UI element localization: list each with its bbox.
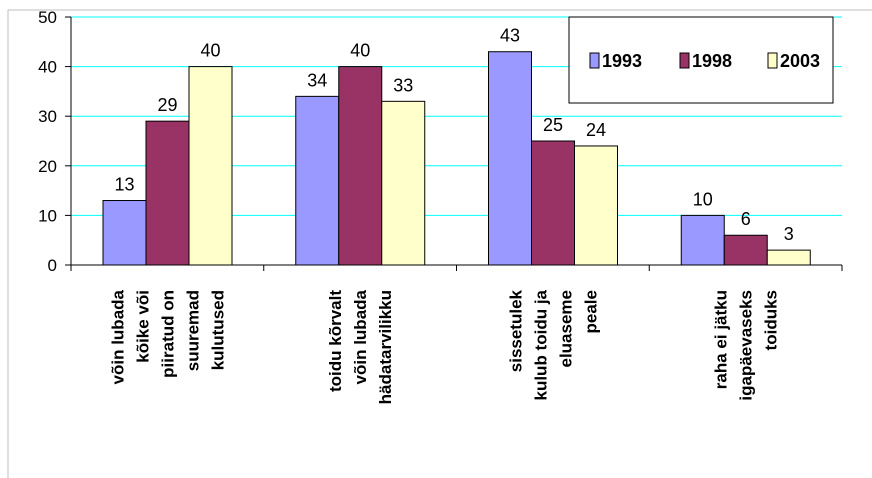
y-tick-label-50: 50 <box>38 8 57 27</box>
legend-label-2003: 2003 <box>780 51 820 71</box>
category-label-0-0: võin lubada <box>108 289 127 384</box>
category-label-1-1: võin lubada <box>351 289 370 384</box>
category-label-3-2: toiduks <box>762 290 781 350</box>
data-label-2003-2: 24 <box>586 120 606 140</box>
data-label-1993-0: 13 <box>114 175 134 195</box>
data-label-1998-3: 6 <box>741 209 751 229</box>
category-label-2-3: peale <box>581 290 600 333</box>
category-label-2-2: eluaseme <box>556 290 575 368</box>
legend-swatch-1998 <box>679 52 690 69</box>
category-label-1-0: toidu kõrvalt <box>326 290 345 392</box>
bar-1998-0 <box>145 120 190 266</box>
legend-box <box>568 16 834 104</box>
category-label-2-0: sissetulek <box>506 289 525 372</box>
category-label-3-0: raha ei jätku <box>712 290 731 389</box>
bar-1993-3 <box>680 214 725 266</box>
legend-label-1993: 1993 <box>602 51 642 71</box>
data-label-1993-2: 43 <box>500 26 520 46</box>
bar-1998-3 <box>723 234 768 266</box>
category-label-0-1: kõike või <box>133 290 152 363</box>
bar-1993-0 <box>102 200 147 266</box>
data-label-1993-3: 10 <box>693 189 713 209</box>
legend-swatch-2003 <box>767 52 778 69</box>
bar-2003-2 <box>574 145 618 266</box>
legend-label-1998: 1998 <box>692 51 732 71</box>
legend-swatch-1993 <box>589 52 600 69</box>
data-label-2003-3: 3 <box>784 224 794 244</box>
bar-2003-3 <box>766 249 811 266</box>
bar-1998-1 <box>338 66 383 266</box>
bar-1993-1 <box>295 95 340 266</box>
data-label-1998-2: 25 <box>543 115 563 135</box>
data-label-1993-1: 34 <box>307 70 327 90</box>
y-tick-label-30: 30 <box>38 107 57 126</box>
data-label-1998-1: 40 <box>350 41 370 61</box>
category-label-0-3: suuremad <box>183 290 202 371</box>
bar-2003-0 <box>188 66 233 266</box>
category-label-0-2: piiratud on <box>158 290 177 378</box>
category-label-1-2: hädatarvilikku <box>376 290 395 404</box>
data-label-1998-0: 29 <box>157 95 177 115</box>
data-label-2003-0: 40 <box>200 41 220 61</box>
bar-1993-2 <box>488 51 532 266</box>
category-label-0-4: kulutused <box>208 290 227 370</box>
category-label-3-1: igapäevaseks <box>737 290 756 401</box>
y-tick-label-40: 40 <box>38 58 57 77</box>
bar-2003-1 <box>381 100 426 266</box>
y-tick-label-10: 10 <box>38 206 57 225</box>
y-tick-label-20: 20 <box>38 157 57 176</box>
data-label-2003-1: 33 <box>393 75 413 95</box>
y-tick-label-0: 0 <box>48 256 57 275</box>
bar-1998-2 <box>531 140 575 266</box>
category-label-2-1: kulub toidu ja <box>531 289 550 400</box>
